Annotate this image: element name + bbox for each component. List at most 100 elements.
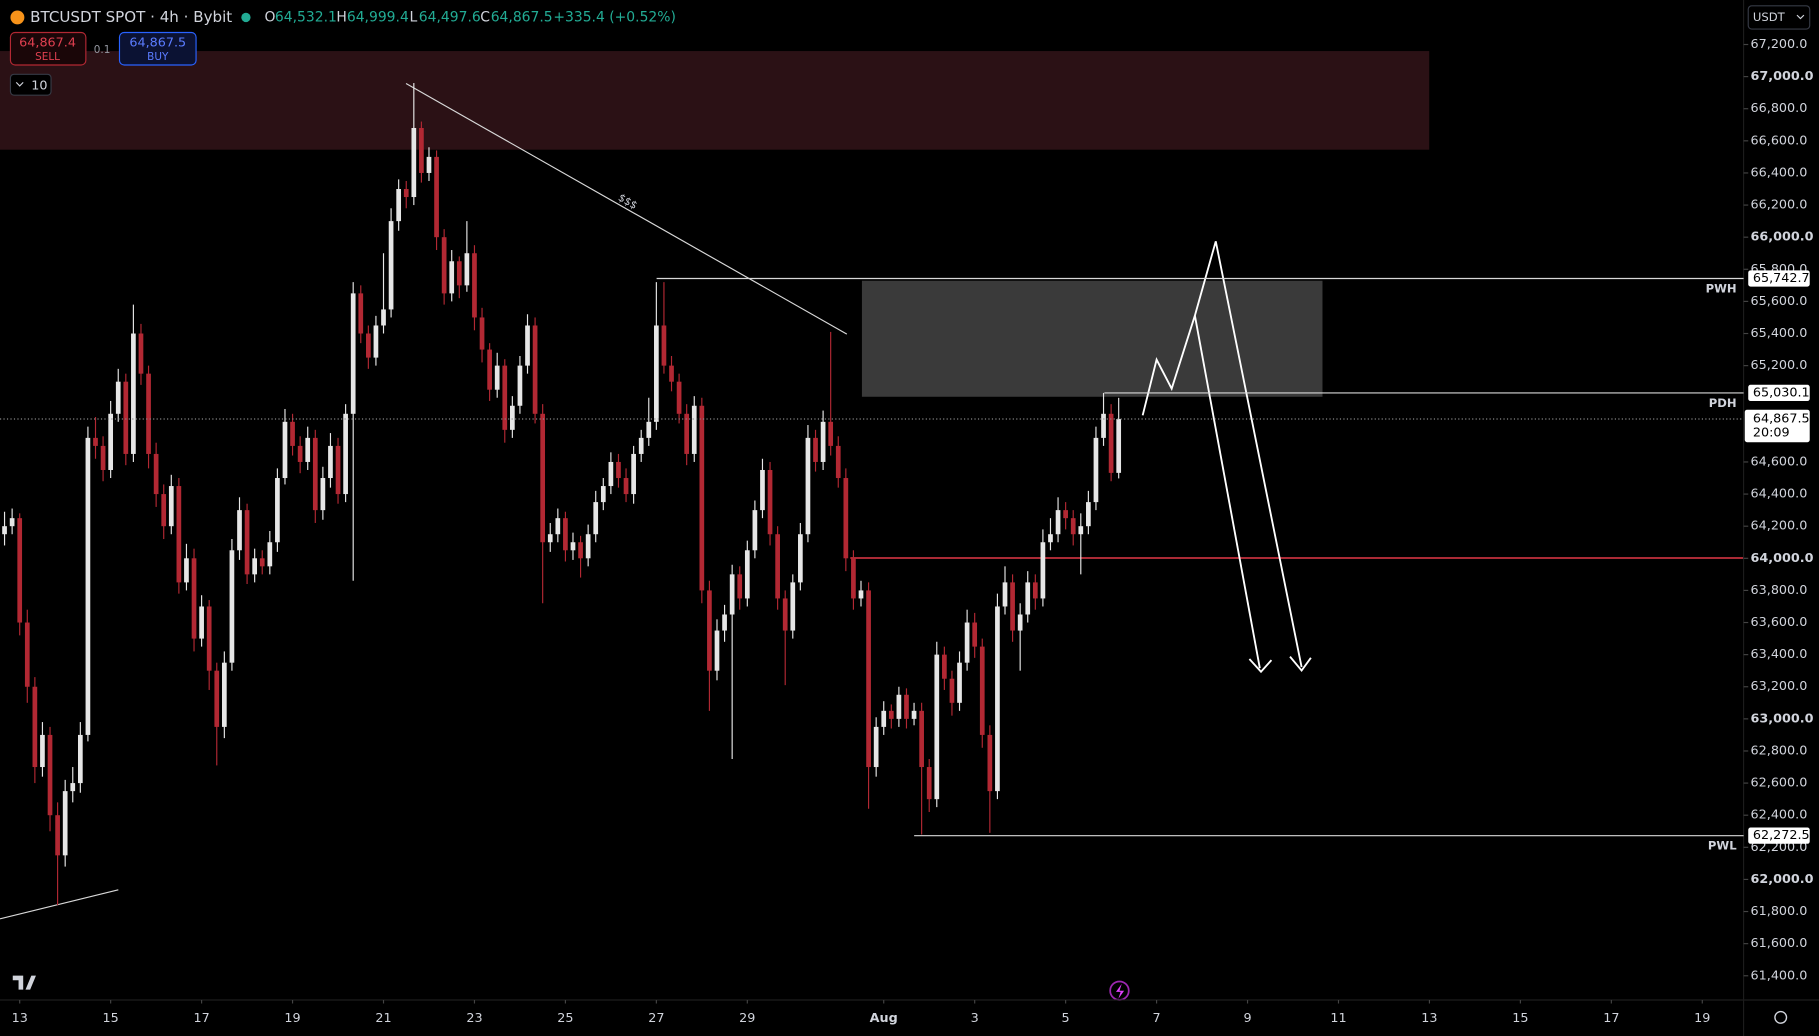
candle-body xyxy=(237,510,242,551)
candle-body xyxy=(267,542,273,567)
candle-body xyxy=(760,469,765,511)
y-tick-label: 64,600.0 xyxy=(1751,454,1808,469)
settings-icon[interactable] xyxy=(1774,1010,1788,1024)
candle-body xyxy=(1078,526,1084,535)
y-tick-label: 63,000.0 xyxy=(1751,711,1814,726)
indicators-toggle[interactable]: 10 xyxy=(9,73,52,96)
candle-body xyxy=(259,558,265,567)
candle-body xyxy=(472,253,477,318)
candle-body xyxy=(949,678,955,703)
candles xyxy=(2,83,1122,906)
y-tick-label: 62,400.0 xyxy=(1751,808,1808,823)
candle-body xyxy=(494,365,500,390)
candle-body xyxy=(888,710,894,719)
candle-body xyxy=(479,317,485,350)
buy-label[interactable]: BUY xyxy=(147,51,169,63)
candle-body xyxy=(206,606,212,671)
candle-body xyxy=(790,582,796,631)
level-label-box xyxy=(1748,384,1810,402)
buy-price[interactable]: 64,867.5 xyxy=(129,35,186,50)
x-tick-label: 19 xyxy=(1694,1011,1710,1026)
candle-body xyxy=(123,381,129,454)
candle-body xyxy=(714,630,720,671)
candle-body xyxy=(957,662,962,703)
candle-body xyxy=(434,156,439,238)
coin-icon xyxy=(10,10,25,25)
candle-body xyxy=(1048,534,1053,543)
candle-body xyxy=(881,710,887,727)
candle-body xyxy=(343,413,348,495)
currency[interactable]: USDT xyxy=(1753,10,1786,24)
candle-body xyxy=(585,534,591,559)
candle-body xyxy=(843,478,849,559)
candle-body xyxy=(1063,510,1068,519)
currency-select[interactable]: USDT xyxy=(1747,5,1811,30)
candle-body xyxy=(464,253,470,286)
candle-body xyxy=(904,694,909,719)
candle-body xyxy=(1002,582,1008,607)
candle-body xyxy=(782,598,788,631)
candle-body xyxy=(532,325,538,414)
level-name: PDH xyxy=(1709,396,1737,410)
candle-body xyxy=(62,791,68,856)
chevron[interactable] xyxy=(15,81,24,87)
candle-body xyxy=(441,237,447,294)
quantity: 0.1 xyxy=(94,44,111,56)
sell-label[interactable]: SELL xyxy=(35,51,60,63)
arrow-path xyxy=(1193,315,1261,669)
y-tick-label: 65,200.0 xyxy=(1751,358,1808,373)
candle-body xyxy=(525,325,530,366)
buy-button[interactable]: 64,867.5 BUY xyxy=(118,31,197,66)
x-tick-label: Aug xyxy=(870,1011,898,1026)
y-tick-label: 63,200.0 xyxy=(1751,679,1808,694)
sell-button[interactable]: 64,867.4 SELL xyxy=(9,31,87,66)
level-label: 65,030.1 xyxy=(1753,385,1810,400)
candle-body xyxy=(995,606,1000,792)
bolt[interactable] xyxy=(1115,983,1125,999)
candle-body xyxy=(100,445,106,470)
ohlc-value: 64,532.1 xyxy=(275,9,337,25)
candle-body xyxy=(191,558,197,639)
sell-box[interactable] xyxy=(9,31,87,66)
candle-body xyxy=(654,325,659,422)
y-tick-label: 66,400.0 xyxy=(1751,165,1808,180)
buy-box[interactable] xyxy=(118,31,197,66)
candle-body xyxy=(1101,413,1106,438)
x-tick-label: 17 xyxy=(1603,1011,1619,1026)
candle-body xyxy=(168,486,174,527)
candle-body xyxy=(858,590,864,599)
candle-body xyxy=(934,654,940,800)
candle-body xyxy=(744,550,750,599)
x-tick-label: 23 xyxy=(466,1011,482,1026)
candle-body xyxy=(456,261,462,286)
x-tick-label: 9 xyxy=(1243,1011,1251,1026)
ohlc-label: L xyxy=(410,9,418,25)
candle-body xyxy=(707,590,712,671)
x-tick-label: 13 xyxy=(12,1011,28,1026)
candle-body xyxy=(138,333,144,374)
candle-body xyxy=(184,558,189,583)
x-tick-label: 15 xyxy=(103,1011,119,1026)
indicators-box[interactable] xyxy=(9,73,52,96)
chevron[interactable] xyxy=(1796,14,1805,20)
currency-box[interactable] xyxy=(1747,5,1811,30)
candle-body xyxy=(77,734,83,784)
level-label-box xyxy=(1748,827,1810,844)
indicators-count[interactable]: 10 xyxy=(31,78,47,93)
candle-body xyxy=(1055,510,1061,535)
ohlc-label: O xyxy=(264,9,275,25)
candle-body xyxy=(835,445,841,479)
candle-body xyxy=(358,293,364,334)
candle-body xyxy=(972,622,978,647)
candle-body xyxy=(896,694,902,719)
candle-body xyxy=(578,542,583,559)
candle-body xyxy=(510,405,515,430)
ohlc-value: 64,497.6 xyxy=(419,9,481,25)
sell-price[interactable]: 64,867.4 xyxy=(19,35,76,50)
candle-body xyxy=(699,405,705,591)
candle-body xyxy=(820,421,826,462)
candle-body xyxy=(229,550,235,663)
candle-body xyxy=(9,518,15,527)
candle-body xyxy=(547,534,553,543)
